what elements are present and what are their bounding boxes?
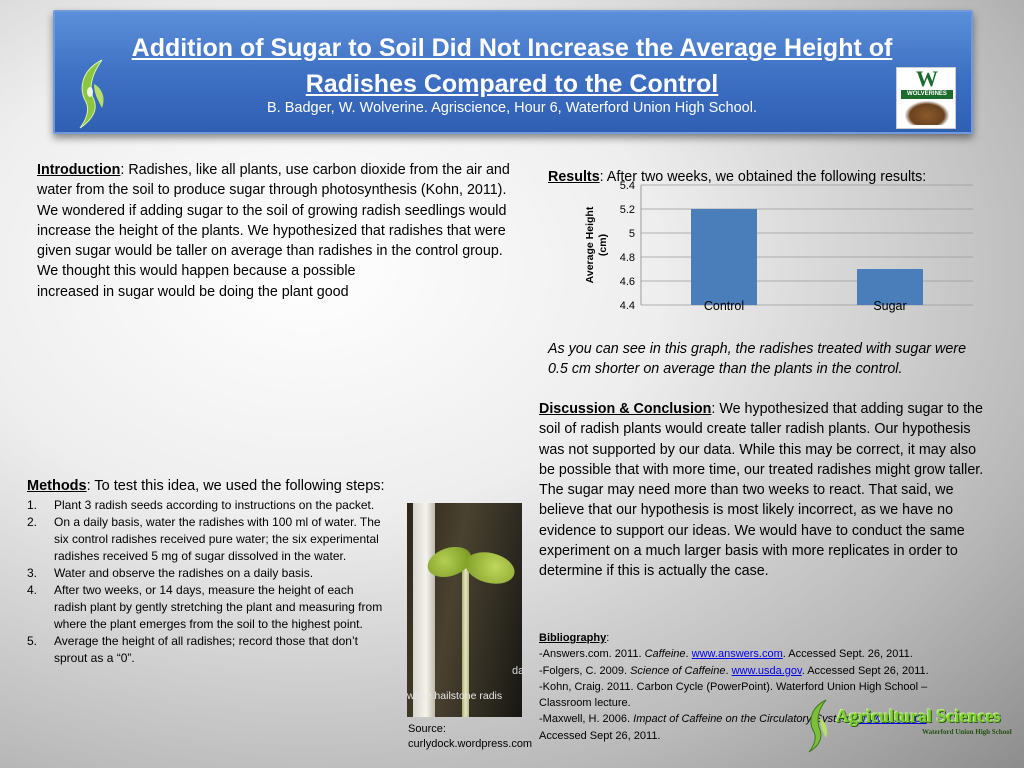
methods-heading: Methods <box>27 478 87 494</box>
seedling-stem-image <box>462 563 469 717</box>
methods-lead: Methods: To test this idea, we used the … <box>27 476 387 496</box>
x-tick-label: Control <box>704 299 744 313</box>
radish-seedling-photo <box>407 503 522 717</box>
plant-logo-icon <box>808 699 828 753</box>
y-tick-label: 4.6 <box>620 276 635 288</box>
methods-intro-text: : To test this idea, we used the followi… <box>86 478 385 494</box>
step-text: Average the height of all radishes; reco… <box>54 634 358 665</box>
citation-text: . <box>851 713 858 726</box>
step-number: 3. <box>27 566 38 580</box>
citation-text: . <box>926 713 930 726</box>
citation-link[interactable]: www.usda.gov <box>731 664 802 677</box>
step-text: After two weeks, or 14 days, measure the… <box>54 583 383 631</box>
list-item: -Folgers, C. 2009. Science of Caffeine . … <box>539 663 979 679</box>
photo-overlay-text: da <box>512 665 525 677</box>
list-item: Accessed Sept 26, 2011. <box>539 729 661 742</box>
step-number: 4. <box>27 583 38 597</box>
step-number: 1. <box>27 498 38 512</box>
citation-text: -Maxwell, H. 2006. <box>539 713 634 726</box>
citation-text: . <box>685 648 692 661</box>
list-item: 4. After two weeks, or 14 days, measure t… <box>27 582 387 633</box>
introduction-text: : Radishes, like all plants, use carbon … <box>37 162 510 280</box>
step-number: 2. <box>27 515 38 529</box>
list-item: -Answers.com. 2011. Caffeine. www.answer… <box>539 646 979 662</box>
methods-steps-list: 1. Plant 3 radish seeds according to inst… <box>27 497 387 667</box>
poster-authors: B. Badger, W. Wolverine. Agriscience, Ho… <box>266 100 757 116</box>
list-item: 1. Plant 3 radish seeds according to inst… <box>27 497 387 514</box>
results-bar-chart: 5.4 5.2 5 4.8 4.6 4.4 Control Sugar Average Heig… <box>584 180 973 313</box>
ag-logo-subtitle: Waterford Union High School <box>922 728 1012 736</box>
bar <box>857 269 923 305</box>
introduction-text-continued: increased in sugar would be doing the pl… <box>37 283 349 300</box>
step-text: Water and observe the radishes on a dail… <box>54 566 314 580</box>
y-tick-label: 4.4 <box>620 300 635 312</box>
citation-text: . Accessed Sept. 26, 2011. <box>782 648 913 661</box>
list-item: 5. Average the height of all radishes; re… <box>27 633 387 667</box>
logo-letter: W <box>916 66 938 91</box>
citation-text: -Folgers, C. 2009. <box>539 664 631 677</box>
y-axis-label: (cm) <box>597 234 609 256</box>
step-number: 5. <box>27 634 38 648</box>
discussion-text: : We hypothesized that adding sugar to t… <box>539 401 984 580</box>
citation-link[interactable]: www.answers.com <box>691 648 783 661</box>
photo-caption: white hailstone radis <box>407 690 503 702</box>
citation-title: Caffeine <box>644 648 686 661</box>
bar <box>691 209 757 305</box>
results-note: As you can see in this graph, the radish… <box>548 341 967 378</box>
list-item: 2. On a daily basis, water the radishes w… <box>27 514 387 565</box>
citation-text: . <box>725 664 732 677</box>
results-heading-line: Results: After two weeks, we obtained th… <box>548 167 978 187</box>
title-banner <box>53 10 973 134</box>
y-tick-label: 5.2 <box>620 204 635 216</box>
ag-logo-title: Agricultural Sciences <box>836 706 1001 726</box>
y-tick-label: 5.4 <box>620 180 635 192</box>
y-tick-label: 4.8 <box>620 252 635 264</box>
citation-title: Impact of Caffeine on the Circulatory Sy… <box>633 713 852 726</box>
bibliography-heading: Bibliography <box>539 632 607 644</box>
ruler-image <box>413 503 435 717</box>
wolverine-icon <box>905 101 949 125</box>
list-item: -Kohn, Craig. 2011. Carbon Cycle (PowerP… <box>539 680 928 710</box>
discussion-section: Discussion & Conclusion: We hypothesized… <box>539 399 986 582</box>
step-text: Plant 3 radish seeds according to instru… <box>54 498 375 512</box>
y-axis-label: Average Height <box>584 206 596 283</box>
results-heading: Results <box>548 169 600 185</box>
list-item: -Maxwell, H. 2006. Impact of Caffeine on… <box>539 711 979 727</box>
agricultural-sciences-logo: Agricultural Sciences Waterford Union Hi… <box>804 696 1014 756</box>
citation-text: -Answers.com. 2011. <box>539 648 645 661</box>
results-text: : After two weeks, we obtained the follo… <box>599 169 927 185</box>
y-tick-label: 5 <box>629 228 635 240</box>
discussion-heading: Discussion & Conclusion <box>539 401 712 417</box>
introduction-section: Introduction: Radishes, like all plants,… <box>37 160 523 302</box>
plant-logo-icon <box>79 59 104 129</box>
step-text: On a daily basis, water the radishes wit… <box>54 515 381 563</box>
citation-title: Science of Caffeine <box>630 664 726 677</box>
logo-band-text: WOLVERINES <box>901 90 953 99</box>
school-mascot-logo: W WOLVERINES <box>896 67 956 129</box>
bibliography-section: Bibliography: -Answers.com. 2011. Caffei… <box>539 630 979 744</box>
photo-source: Source: curlydock.wordpress.com <box>408 723 533 750</box>
methods-section: Methods: To test this idea, we used the … <box>27 476 387 667</box>
bibliography-colon: : <box>606 632 610 644</box>
citation-link[interactable]: www.wisc.edu <box>857 713 927 726</box>
poster-title: Addition of Sugar to Soil Did Not Increa… <box>131 34 893 98</box>
list-item: 3. Water and observe the radishes on a da… <box>27 565 387 582</box>
citation-text: . Accessed Sept 26, 2011. <box>801 664 929 677</box>
x-tick-label: Sugar <box>873 299 906 313</box>
introduction-heading: Introduction <box>37 162 121 178</box>
